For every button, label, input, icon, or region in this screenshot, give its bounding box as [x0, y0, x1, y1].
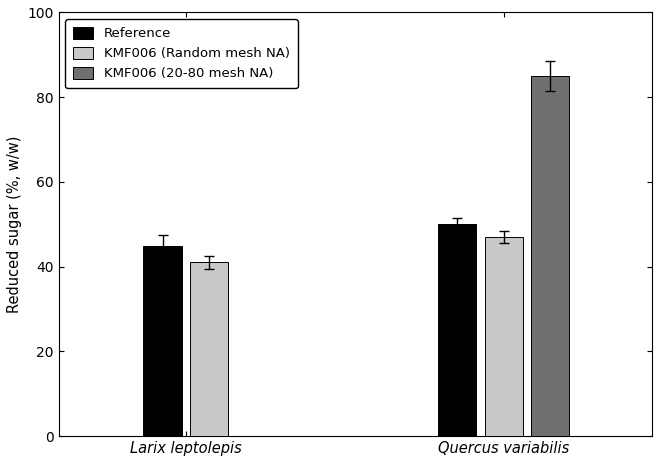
- Y-axis label: Reduced sugar (%, w/w): Reduced sugar (%, w/w): [7, 136, 22, 313]
- Bar: [438, 224, 476, 436]
- Bar: [144, 245, 182, 436]
- Bar: [531, 76, 569, 436]
- Legend: Reference, KMF006 (Random mesh NA), KMF006 (20-80 mesh NA): Reference, KMF006 (Random mesh NA), KMF0…: [65, 19, 297, 88]
- Bar: [484, 237, 523, 436]
- Bar: [190, 263, 228, 436]
